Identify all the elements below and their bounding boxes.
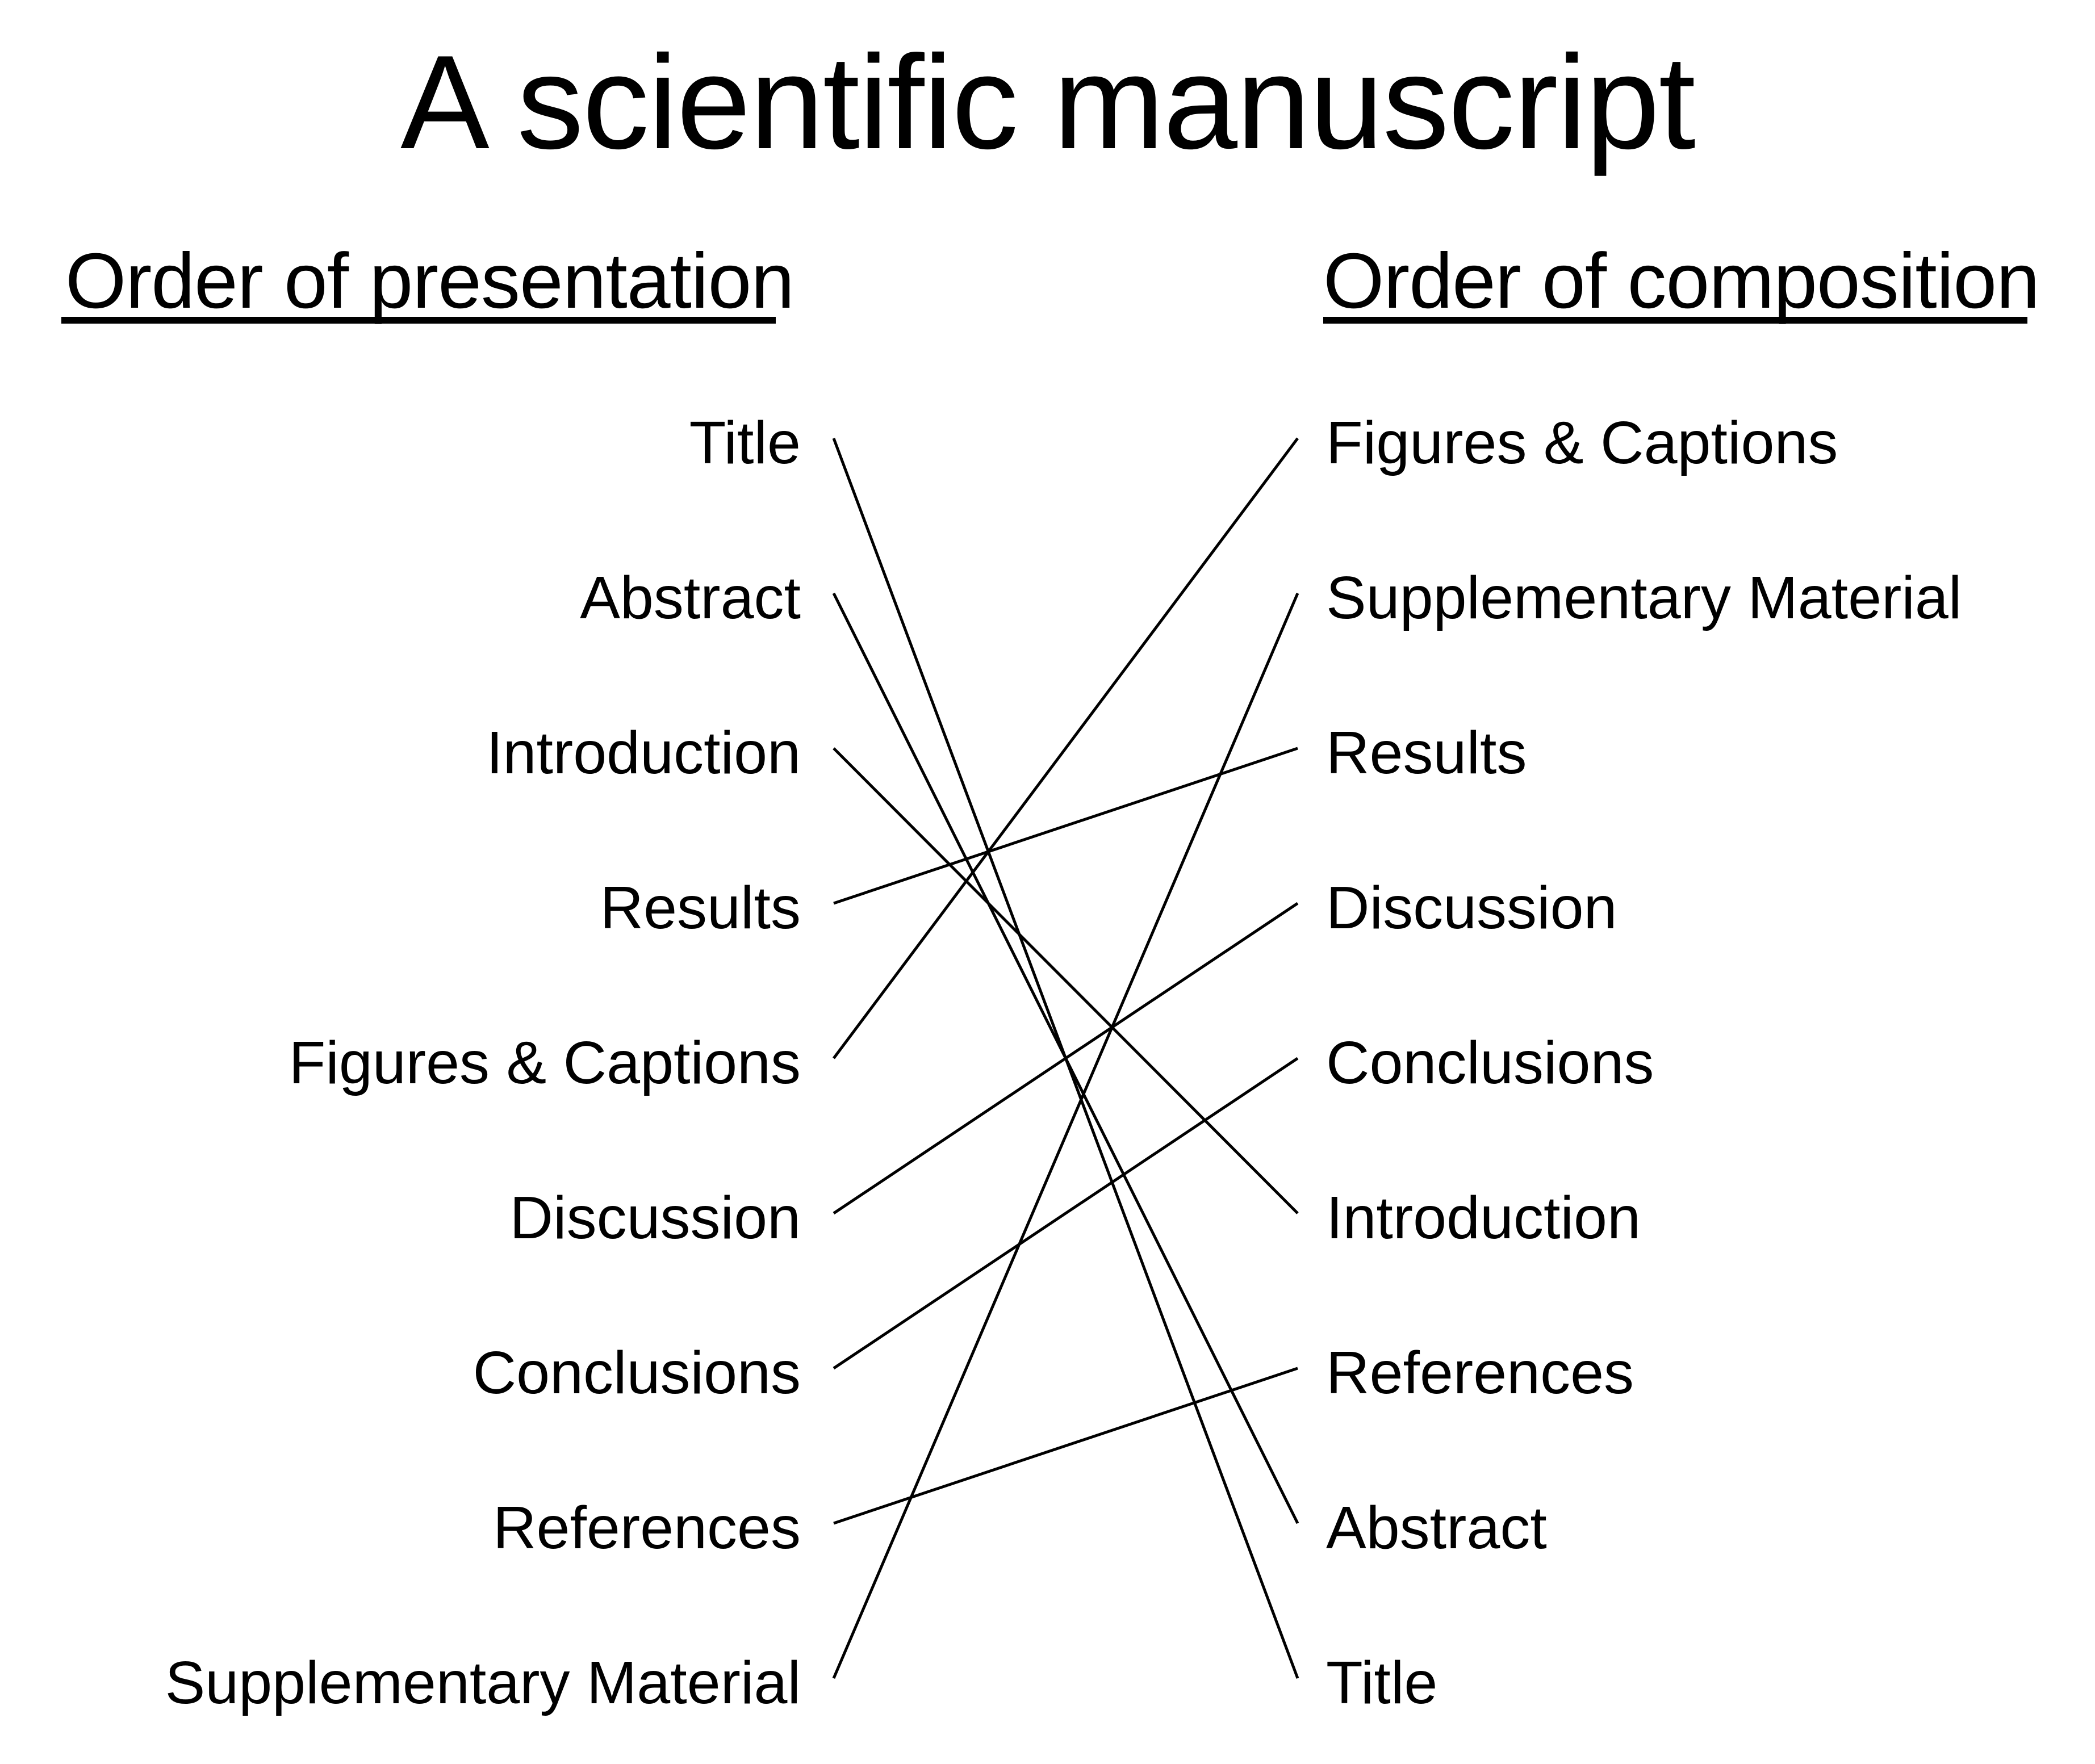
composition-item: Results xyxy=(1326,719,1527,786)
presentation-item: Discussion xyxy=(509,1184,801,1251)
presentation-item: References xyxy=(492,1494,801,1561)
composition-item: References xyxy=(1326,1339,1634,1406)
composition-item: Introduction xyxy=(1326,1184,1641,1251)
connector-line xyxy=(832,437,1299,1059)
presentation-header-underline xyxy=(61,317,776,324)
composition-item: Figures & Captions xyxy=(1326,409,1838,476)
composition-item: Discussion xyxy=(1326,874,1617,941)
connector-line xyxy=(833,1367,1298,1525)
connector-line xyxy=(833,902,1299,1215)
connector-line xyxy=(833,747,1298,905)
composition-item: Abstract xyxy=(1326,1494,1547,1561)
composition-item: Conclusions xyxy=(1326,1029,1654,1096)
composition-item: Title xyxy=(1326,1649,1438,1716)
presentation-item: Abstract xyxy=(580,564,801,631)
presentation-item: Title xyxy=(689,409,801,476)
composition-header: Order of composition xyxy=(1323,237,2040,325)
connector-line xyxy=(833,1057,1299,1370)
diagram-title: A scientific manuscript xyxy=(400,27,1696,177)
presentation-item: Figures & Captions xyxy=(288,1029,801,1096)
connector-line xyxy=(832,593,1299,1679)
presentation-item: Results xyxy=(600,874,801,941)
presentation-header: Order of presentation xyxy=(65,237,794,325)
composition-header-underline xyxy=(1323,317,2027,324)
connector-line xyxy=(833,747,1299,1214)
presentation-item: Introduction xyxy=(486,719,801,786)
composition-item: Supplementary Material xyxy=(1326,564,1962,631)
presentation-item: Conclusions xyxy=(472,1339,801,1406)
presentation-item: Supplementary Material xyxy=(165,1649,801,1716)
